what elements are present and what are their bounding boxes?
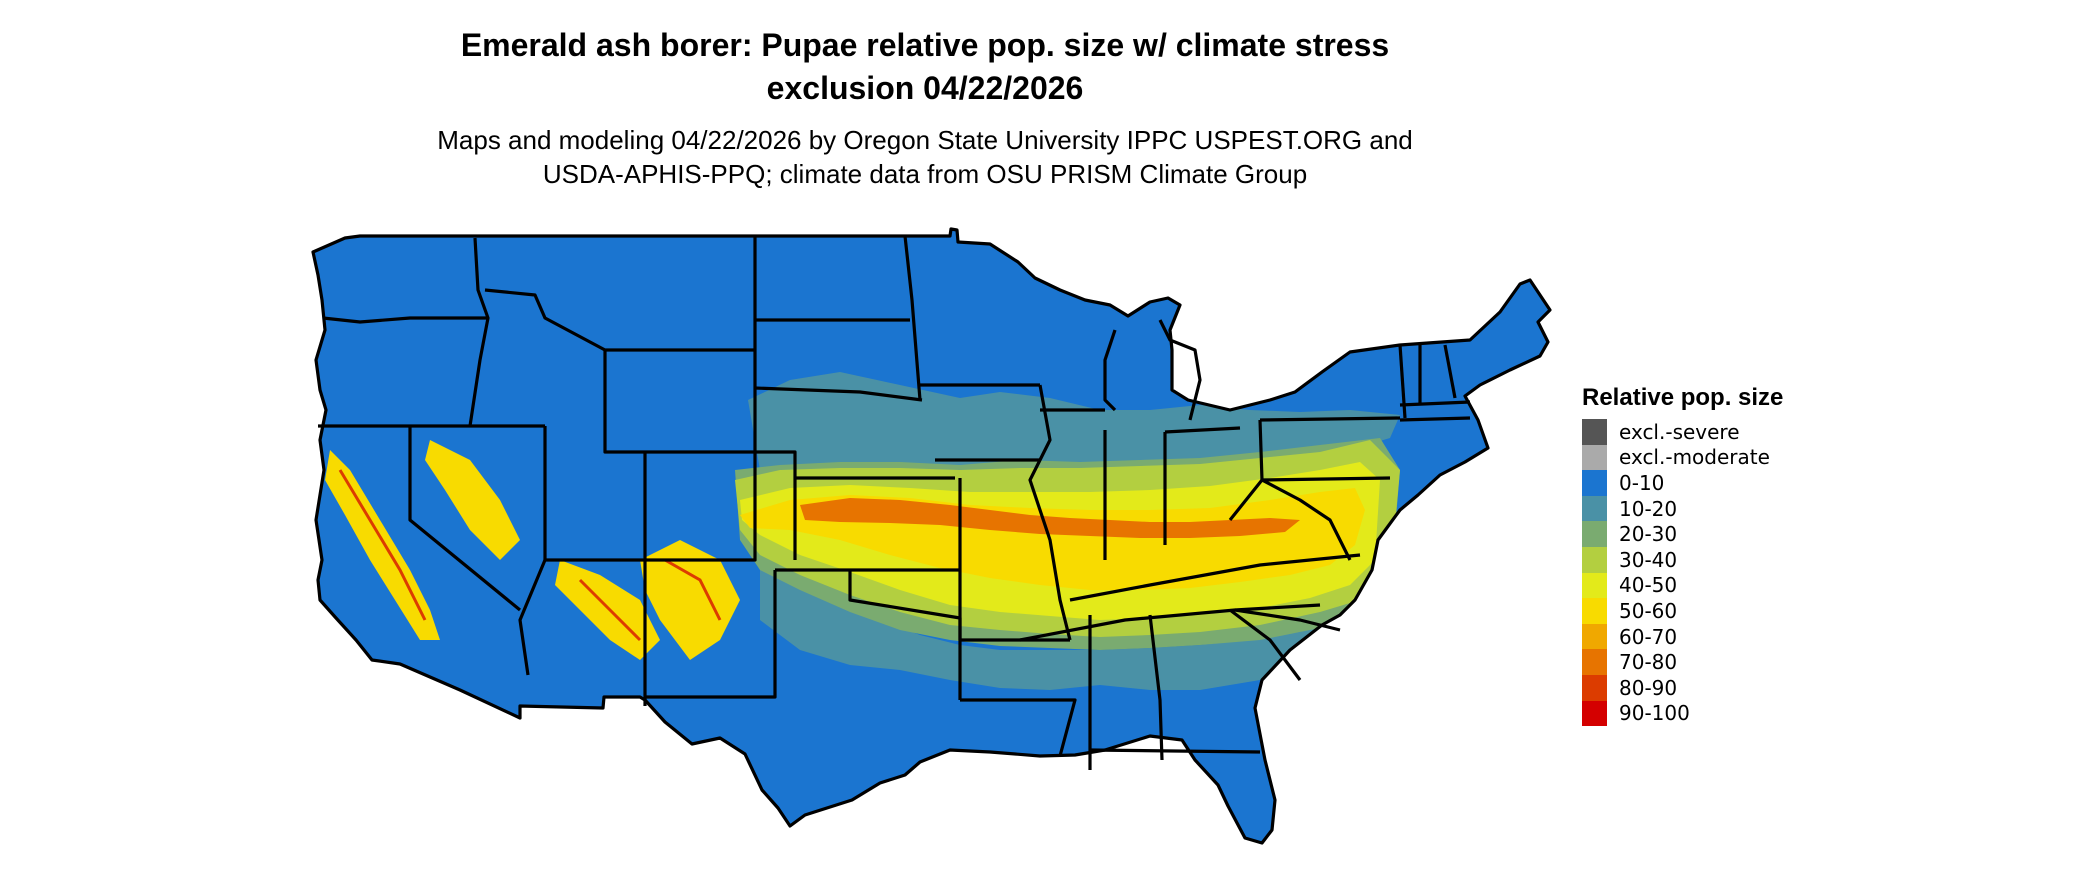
state-borders xyxy=(311,227,1552,845)
border-ut-co xyxy=(543,426,757,562)
legend-item: 20-30 xyxy=(1582,521,1783,547)
border-pa-south xyxy=(1261,476,1391,482)
border-ar-la xyxy=(960,698,1077,757)
legend-swatch xyxy=(1582,495,1607,522)
legend-title: Relative pop. size xyxy=(1582,384,1784,411)
legend-items: excl.-severe excl.-moderate 0-10 10-20 20-30… xyxy=(1582,419,1783,727)
zone-80-90-ridge-1 xyxy=(338,469,427,621)
legend: Relative pop. size excl.-severe excl.-mod… xyxy=(1582,383,1784,727)
legend-label: excl.-severe xyxy=(1619,419,1740,444)
michigan-thumb xyxy=(1158,319,1202,421)
zone-50-60-southwest-3 xyxy=(640,540,740,660)
legend-swatch xyxy=(1582,623,1607,650)
border-ga-sc xyxy=(1229,608,1302,681)
legend-swatch xyxy=(1582,419,1607,445)
legend-swatch xyxy=(1582,444,1607,471)
border-mo-ia-east xyxy=(1028,384,1072,641)
legend-label: excl.-moderate xyxy=(1619,445,1770,470)
border-ma xyxy=(1399,400,1471,407)
zone-70-80-central xyxy=(800,498,1300,538)
border-pa-ny xyxy=(1259,416,1401,422)
border-ky-tn xyxy=(1069,553,1361,602)
legend-label: 80-90 xyxy=(1619,675,1678,700)
legend-item: 50-60 xyxy=(1582,598,1783,624)
legend-item: 30-40 xyxy=(1582,546,1783,573)
legend-item: 10-20 xyxy=(1582,495,1783,522)
legend-item: 80-90 xyxy=(1582,674,1783,701)
legend-label: 0-10 xyxy=(1619,470,1665,495)
legend-swatch xyxy=(1582,700,1607,727)
legend-label: 30-40 xyxy=(1619,547,1678,572)
subtitle-line-1: Maps and modeling 04/22/2026 by Oregon S… xyxy=(437,125,1413,155)
legend-swatch xyxy=(1582,546,1607,573)
border-nm-tx xyxy=(645,570,777,699)
legend-label: 10-20 xyxy=(1619,496,1678,521)
legend-label: 60-70 xyxy=(1619,624,1678,649)
title-line-1: Emerald ash borer: Pupae relative pop. s… xyxy=(460,27,1390,63)
border-tn-south xyxy=(1019,603,1321,642)
legend-item: 90-100 xyxy=(1582,700,1783,727)
border-mt-wy-id xyxy=(484,288,755,352)
legend-label: 40-50 xyxy=(1619,573,1678,598)
legend-label: 20-30 xyxy=(1619,522,1678,547)
legend-swatch xyxy=(1582,470,1607,496)
border-oh-pa xyxy=(1258,419,1264,481)
legend-swatch xyxy=(1582,649,1607,675)
zone-80-90-ridge-3 xyxy=(664,558,722,621)
zone-10-20-south xyxy=(760,560,1360,690)
border-nv-ca xyxy=(408,426,522,612)
legend-swatch xyxy=(1582,572,1607,599)
legend-item: 40-50 xyxy=(1582,572,1783,599)
border-id-west xyxy=(468,237,490,427)
border-nc-sc xyxy=(1234,608,1341,632)
border-ct-ri xyxy=(1399,416,1471,422)
border-al-ga xyxy=(1148,614,1164,761)
legend-item: excl.-severe xyxy=(1582,419,1783,445)
border-nh-me xyxy=(1443,344,1457,399)
legend-label: 50-60 xyxy=(1619,598,1678,623)
title-line-2: exclusion 04/22/2026 xyxy=(766,70,1084,106)
legend-swatch xyxy=(1582,674,1607,701)
zone-80-90-ridge-2 xyxy=(578,578,642,642)
border-mo-east xyxy=(958,478,1070,642)
legend-item: 60-70 xyxy=(1582,623,1783,650)
border-mi-oh xyxy=(1164,426,1241,434)
legend-item: 70-80 xyxy=(1582,649,1783,675)
legend-label: 70-80 xyxy=(1619,650,1678,675)
legend-swatch xyxy=(1582,521,1607,547)
subtitle-line-2: USDA-APHIS-PPQ; climate data from OSU PR… xyxy=(542,159,1308,189)
border-ok-tx xyxy=(848,570,962,700)
map-subtitle: Maps and modeling 04/22/2026 by Oregon S… xyxy=(380,123,1470,191)
border-az-west xyxy=(518,559,547,676)
legend-item: 0-10 xyxy=(1582,470,1783,496)
border-sd-ne xyxy=(754,386,923,402)
border-dakotas-mn xyxy=(903,235,922,401)
zone-50-60-southwest-4 xyxy=(425,440,520,560)
legend-swatch xyxy=(1582,598,1607,624)
map-title: Emerald ash borer: Pupae relative pop. s… xyxy=(400,24,1450,110)
border-wa-or xyxy=(322,316,488,324)
legend-item: excl.-moderate xyxy=(1582,444,1783,471)
border-wy-box xyxy=(603,350,757,454)
lake-michigan-shore xyxy=(1103,329,1117,412)
border-ga-fl xyxy=(1089,748,1261,754)
legend-label: 90-100 xyxy=(1619,701,1690,726)
border-co-east xyxy=(755,450,797,560)
border-wv-va xyxy=(1228,478,1352,561)
